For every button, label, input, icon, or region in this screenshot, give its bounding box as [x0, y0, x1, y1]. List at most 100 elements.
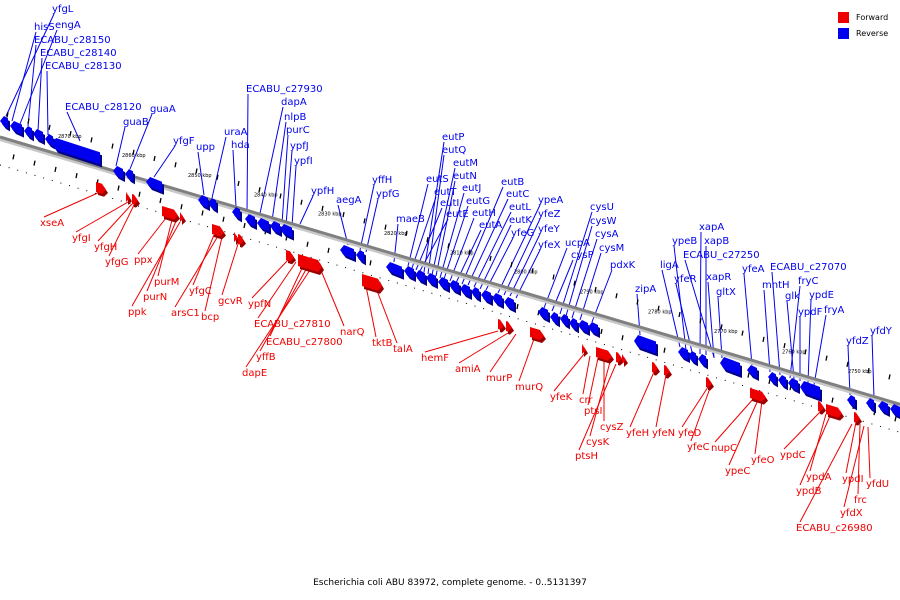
reverse-feature[interactable] — [280, 224, 294, 241]
reverse-feature[interactable] — [778, 375, 788, 391]
forward-feature[interactable] — [652, 362, 660, 376]
gene-label-yffH[interactable]: yffH — [372, 175, 392, 186]
gene-label-guaB[interactable]: guaB — [123, 117, 149, 128]
reverse-feature[interactable] — [768, 372, 778, 388]
gene-label-purC[interactable]: purC — [286, 125, 310, 136]
gene-label-ECABU_c28150[interactable]: ECABU_c28150 — [34, 35, 111, 46]
gene-label-zipA[interactable]: zipA — [635, 284, 656, 295]
gene-label-ppk[interactable]: ppk — [128, 307, 147, 318]
gene-label-eutG[interactable]: eutG — [466, 196, 490, 207]
gene-label-purM[interactable]: purM — [154, 277, 179, 288]
gene-label-eutE[interactable]: eutE — [446, 209, 469, 220]
reverse-feature[interactable] — [550, 312, 560, 328]
gene-label-ECABU_c27070[interactable]: ECABU_c27070 — [770, 262, 847, 273]
gene-label-yfeD[interactable]: yfeD — [678, 428, 702, 439]
reverse-feature[interactable] — [578, 320, 590, 336]
gene-label-pdxK[interactable]: pdxK — [610, 260, 636, 271]
reverse-feature[interactable] — [245, 214, 257, 230]
gene-label-yfeR[interactable]: yfeR — [674, 274, 697, 285]
reverse-feature[interactable] — [415, 270, 427, 286]
gene-label-dapA[interactable]: dapA — [281, 97, 307, 108]
gene-label-ucpA[interactable]: ucpA — [565, 238, 590, 249]
gene-label-eutQ[interactable]: eutQ — [442, 145, 466, 156]
gene-label-talA[interactable]: talA — [393, 344, 413, 355]
forward-feature[interactable] — [96, 182, 108, 197]
gene-label-ypdI[interactable]: ypdI — [842, 474, 864, 485]
gene-label-yfgG[interactable]: yfgG — [105, 257, 129, 268]
reverse-feature[interactable] — [386, 262, 404, 280]
forward-feature[interactable] — [596, 347, 614, 364]
gene-label-eutT[interactable]: eutT — [434, 187, 457, 198]
gene-label-cysP[interactable]: cysP — [571, 250, 594, 261]
gene-label-ECABU_c27810[interactable]: ECABU_c27810 — [254, 319, 331, 330]
gene-label-yfdU[interactable]: yfdU — [866, 479, 889, 490]
reverse-feature[interactable] — [404, 266, 416, 282]
forward-feature[interactable] — [126, 192, 132, 205]
gene-label-eutH[interactable]: eutH — [472, 208, 496, 219]
gene-label-yfgH[interactable]: yfgH — [94, 242, 117, 253]
gene-label-yffB[interactable]: yffB — [256, 352, 276, 363]
gene-label-ppx[interactable]: ppx — [134, 255, 153, 266]
gene-label-yfgF[interactable]: yfgF — [173, 136, 195, 147]
gene-label-ypdE[interactable]: ypdE — [809, 290, 834, 301]
gene-label-yfeY[interactable]: yfeY — [538, 224, 561, 235]
gene-label-gltX[interactable]: gltX — [716, 287, 736, 298]
gene-label-yfeG[interactable]: yfeG — [511, 228, 534, 239]
gene-label-cysU[interactable]: cysU — [590, 202, 614, 213]
gene-label-xapA[interactable]: xapA — [699, 222, 724, 233]
forward-feature[interactable] — [664, 365, 672, 379]
reverse-feature[interactable] — [125, 169, 135, 185]
gene-label-uraA[interactable]: uraA — [224, 127, 248, 138]
gene-label-bcp[interactable]: bcp — [201, 312, 219, 323]
gene-label-narQ[interactable]: narQ — [340, 327, 365, 338]
gene-label-eutM[interactable]: eutM — [453, 158, 478, 169]
gene-label-yfeO[interactable]: yfeO — [751, 455, 775, 466]
gene-label-hisS[interactable]: hisS — [34, 22, 55, 33]
gene-label-upp[interactable]: upp — [196, 142, 215, 153]
forward-feature[interactable] — [826, 404, 844, 421]
gene-label-ECABU_c28140[interactable]: ECABU_c28140 — [40, 48, 117, 59]
reverse-feature[interactable] — [426, 273, 438, 289]
gene-label-cysK[interactable]: cysK — [586, 437, 610, 448]
reverse-feature[interactable] — [569, 318, 579, 334]
gene-label-yfdX[interactable]: yfdX — [840, 508, 863, 519]
gene-label-eutP[interactable]: eutP — [442, 132, 464, 143]
forward-feature[interactable] — [506, 321, 514, 335]
gene-label-yfgC[interactable]: yfgC — [189, 286, 212, 297]
gene-label-nupC[interactable]: nupC — [711, 443, 737, 454]
reverse-feature[interactable] — [890, 404, 900, 420]
gene-label-ypfI[interactable]: ypfI — [294, 156, 313, 167]
reverse-feature[interactable] — [698, 354, 708, 370]
reverse-feature[interactable] — [33, 129, 45, 145]
reverse-feature[interactable] — [678, 347, 690, 363]
reverse-feature[interactable] — [560, 314, 570, 330]
gene-label-ECABU_c26980[interactable]: ECABU_c26980 — [796, 523, 873, 534]
gene-label-frc[interactable]: frc — [854, 495, 867, 506]
gene-label-ypdB[interactable]: ypdB — [796, 486, 822, 497]
gene-label-ypdC[interactable]: ypdC — [780, 450, 806, 461]
gene-label-glk[interactable]: glk — [785, 291, 800, 302]
reverse-feature[interactable] — [747, 365, 759, 381]
reverse-feature[interactable] — [0, 116, 10, 132]
reverse-feature[interactable] — [720, 357, 742, 378]
reverse-feature[interactable] — [866, 398, 876, 414]
reverse-feature[interactable] — [481, 290, 493, 306]
gene-label-fryC[interactable]: fryC — [798, 276, 819, 287]
gene-label-aegA[interactable]: aegA — [336, 195, 362, 206]
forward-feature[interactable] — [854, 412, 862, 426]
forward-feature[interactable] — [530, 327, 546, 343]
reverse-feature[interactable] — [538, 307, 550, 323]
gene-label-maeB[interactable]: maeB — [396, 214, 425, 225]
gene-label-tktB[interactable]: tktB — [372, 338, 393, 349]
reverse-feature[interactable] — [588, 322, 600, 338]
gene-label-ypfH[interactable]: ypfH — [311, 186, 334, 197]
gene-label-xapR[interactable]: xapR — [706, 272, 731, 283]
gene-label-ypeA[interactable]: ypeA — [538, 195, 563, 206]
gene-label-eutK[interactable]: eutK — [509, 215, 532, 226]
gene-label-ptsI[interactable]: ptsI — [584, 406, 602, 417]
gene-label-eutL[interactable]: eutL — [509, 202, 531, 213]
gene-label-yfgI[interactable]: yfgI — [72, 233, 91, 244]
reverse-feature[interactable] — [208, 198, 218, 214]
gene-label-yfdZ[interactable]: yfdZ — [846, 336, 869, 347]
forward-feature[interactable] — [582, 344, 588, 357]
